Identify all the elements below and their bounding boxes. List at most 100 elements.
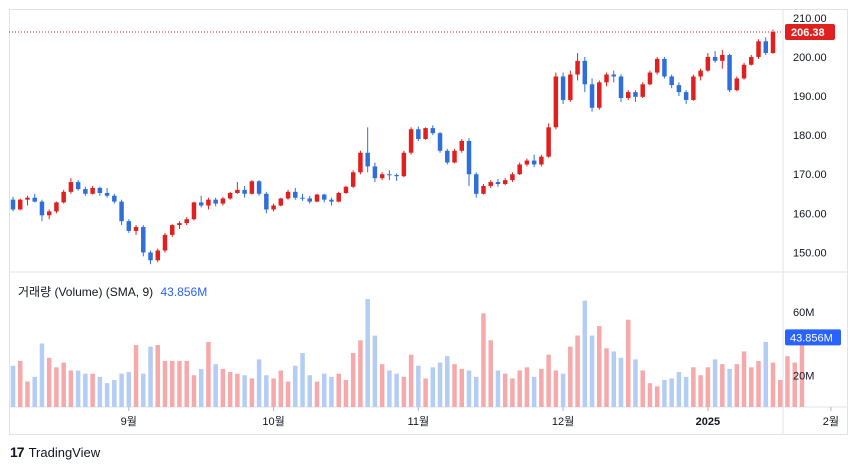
price-tick-label: 210.00 xyxy=(793,13,827,25)
candle-body xyxy=(727,54,732,91)
candle-body xyxy=(198,202,204,206)
candle-body xyxy=(162,234,168,251)
candle-body xyxy=(17,199,23,210)
volume-bar xyxy=(83,373,88,407)
volume-bar xyxy=(379,364,385,407)
candle-body xyxy=(524,160,530,165)
volume-bar xyxy=(597,326,602,407)
candle-body xyxy=(466,141,472,175)
volume-bar xyxy=(437,362,443,407)
volume-indicator-label: 거래량 (Volume) (SMA, 9) xyxy=(18,285,154,299)
volume-bar xyxy=(177,360,182,407)
tradingview-attribution[interactable]: 17 TradingView xyxy=(10,444,100,460)
volume-bar xyxy=(459,368,465,407)
volume-bar xyxy=(517,370,522,407)
volume-bar xyxy=(104,383,110,407)
volume-bar xyxy=(401,376,407,407)
volume-bar xyxy=(10,365,16,407)
volume-bar xyxy=(307,375,313,407)
volume-bar xyxy=(416,365,421,407)
price-tick-label: 150.00 xyxy=(793,247,827,259)
candle-body xyxy=(39,201,45,216)
volume-bar xyxy=(756,360,761,407)
candle-body xyxy=(654,58,660,73)
volume-bar xyxy=(300,353,305,407)
candle-body xyxy=(691,76,696,100)
candle-body xyxy=(502,180,508,185)
volume-bar xyxy=(531,376,537,407)
candle-body xyxy=(379,174,385,179)
volume-bar xyxy=(741,351,747,407)
candle-body xyxy=(264,193,269,210)
candle-body xyxy=(647,72,653,85)
volume-bar xyxy=(293,365,298,407)
volume-bar xyxy=(647,383,653,407)
volume-bar xyxy=(350,353,356,407)
volume-bar xyxy=(61,362,66,407)
volume-bar xyxy=(372,335,378,407)
volume-sma-badge-label: 43.856M xyxy=(790,332,833,344)
candle-body xyxy=(184,219,189,224)
volume-bar xyxy=(763,341,769,407)
candle-body xyxy=(104,193,110,196)
volume-bar xyxy=(97,376,103,407)
candle-body xyxy=(763,41,769,54)
candle-body xyxy=(387,174,392,176)
candle-body xyxy=(293,191,298,198)
candle-body xyxy=(683,92,689,100)
price-tick-label: 170.00 xyxy=(793,169,827,181)
volume-bar xyxy=(46,357,52,407)
candle-body xyxy=(510,174,515,181)
candle-body xyxy=(90,187,95,194)
candle-body xyxy=(314,194,320,202)
candle-body xyxy=(32,197,37,202)
volume-bar xyxy=(285,381,291,407)
volume-bar xyxy=(749,367,754,407)
candle-body xyxy=(300,197,305,199)
candle-body xyxy=(481,185,486,194)
candle-body xyxy=(408,129,414,153)
volume-legend: 거래량 (Volume) (SMA, 9) 43.856M xyxy=(18,283,207,300)
volume-bar xyxy=(611,351,617,407)
tradingview-label: TradingView xyxy=(28,444,101,460)
volume-bar xyxy=(75,370,81,407)
candle-body xyxy=(249,181,255,194)
candle-body xyxy=(756,41,761,57)
volume-bar xyxy=(314,381,320,407)
candle-body xyxy=(358,152,363,173)
candle-body xyxy=(669,76,674,86)
candle-body xyxy=(148,252,153,261)
chart-frame xyxy=(9,9,848,435)
volume-bar xyxy=(329,376,334,407)
volume-bar xyxy=(625,319,631,407)
volume-bar xyxy=(264,375,269,407)
candle-body xyxy=(133,227,139,231)
candle-body xyxy=(676,85,682,93)
candle-body xyxy=(582,60,588,85)
volume-bar xyxy=(481,313,486,407)
time-tick-label: 2월 xyxy=(823,415,839,428)
candle-body xyxy=(662,58,667,77)
volume-bar xyxy=(539,368,544,407)
volume-bar xyxy=(336,373,341,407)
volume-bar xyxy=(654,386,660,407)
volume-bar xyxy=(502,373,508,407)
volume-bar xyxy=(445,356,450,407)
volume-tick-label: 60M xyxy=(793,307,814,319)
volume-bar xyxy=(560,373,566,407)
time-tick-label: 11월 xyxy=(408,415,430,428)
candle-body xyxy=(126,221,132,231)
volume-bar xyxy=(184,360,189,407)
volume-bar xyxy=(633,359,638,407)
volume-bar xyxy=(54,367,59,407)
candle-body xyxy=(589,84,595,108)
candle-body xyxy=(720,54,725,61)
candle-body xyxy=(452,150,457,163)
candle-body xyxy=(749,56,754,65)
candle-body xyxy=(459,141,465,151)
candle-body xyxy=(517,164,522,175)
volume-bar xyxy=(408,354,414,407)
candle-body xyxy=(75,182,81,190)
candle-body xyxy=(597,82,602,108)
